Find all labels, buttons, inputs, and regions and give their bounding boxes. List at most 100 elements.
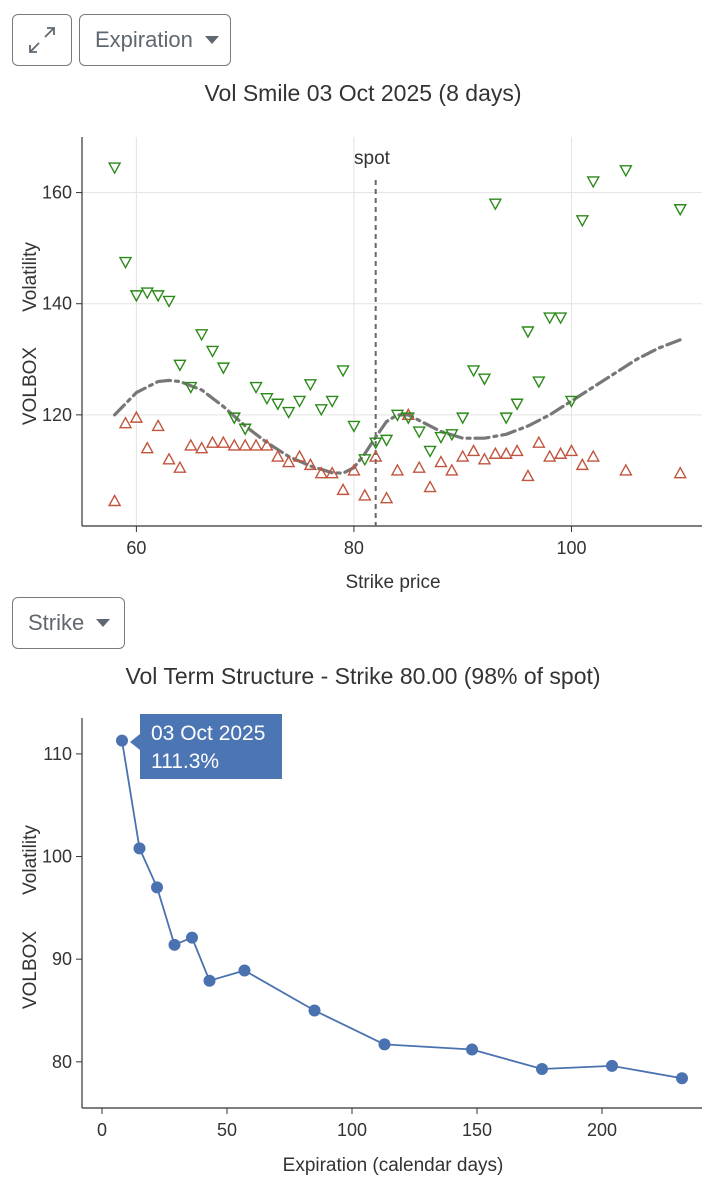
smile-bid-point xyxy=(194,329,209,342)
smile-ask-point xyxy=(466,444,481,457)
term-point xyxy=(151,881,163,894)
smile-bid-point xyxy=(260,392,274,406)
term-point xyxy=(133,842,146,855)
term-y-tick-label: 100 xyxy=(42,847,72,867)
smile-bid-point xyxy=(423,445,437,458)
smile-ask-point xyxy=(292,449,307,462)
term-point xyxy=(606,1059,618,1072)
smile-ask-point xyxy=(553,446,568,459)
smile-bid-point xyxy=(477,373,492,386)
term-y-tick-label: 110 xyxy=(43,744,72,764)
smile-ylabel-left: VOLBOX xyxy=(20,347,41,425)
smile-spot-label: spot xyxy=(354,148,391,169)
smile-ask-point xyxy=(401,407,415,421)
smile-ask-point xyxy=(499,446,513,459)
smile-bid-point xyxy=(379,434,394,447)
smile-bid-point xyxy=(521,326,535,339)
smile-ask-point xyxy=(390,463,405,476)
smile-bid-point xyxy=(281,406,296,420)
smile-bid-point xyxy=(151,290,165,303)
smile-bid-point xyxy=(184,381,198,395)
smile-ask-point xyxy=(325,466,339,479)
smile-bid-point xyxy=(575,215,590,228)
term-y-tick-label: 80 xyxy=(52,1052,72,1072)
smile-bid-point xyxy=(586,176,600,189)
term-point xyxy=(116,734,128,747)
smile-y-tick-label: 160 xyxy=(42,183,72,203)
smile-ask-point xyxy=(423,480,437,493)
smile-ask-point xyxy=(151,419,165,432)
smile-bid-point xyxy=(466,365,481,378)
smile-xlabel: Strike price xyxy=(345,572,440,593)
term-x-tick-label: 50 xyxy=(217,1120,237,1140)
smile-bid-point xyxy=(445,429,459,442)
smile-ask-point xyxy=(532,435,546,448)
smile-ask-point xyxy=(271,449,285,462)
smile-ask-point xyxy=(216,435,231,448)
smile-bid-point xyxy=(303,379,318,392)
term-point xyxy=(466,1043,478,1056)
smile-ask-point xyxy=(140,441,154,454)
expand-button[interactable] xyxy=(12,14,72,66)
smile-ask-point xyxy=(488,446,503,459)
smile-bid-point xyxy=(227,412,241,425)
smile-bid-point xyxy=(107,162,122,175)
term-x-tick-label: 150 xyxy=(462,1120,492,1140)
smile-bid-point xyxy=(456,412,470,425)
smile-bid-point xyxy=(140,287,154,300)
term-point xyxy=(378,1038,391,1051)
smile-bid-point xyxy=(401,412,415,425)
smile-y-tick-label: 140 xyxy=(42,294,72,314)
term-point xyxy=(168,938,181,951)
smile-ask-point xyxy=(184,438,198,451)
smile-x-tick-label: 100 xyxy=(556,538,586,558)
smile-ask-point xyxy=(194,441,209,454)
strike-dropdown[interactable]: Strike xyxy=(12,597,125,649)
smile-bid-point xyxy=(553,312,568,325)
smile-ylabel-right: Volatility xyxy=(20,242,41,312)
smile-bid-point xyxy=(673,204,687,217)
smile-chart: 60 80 100 120 140 160 spot Strike price VOLBO… xyxy=(20,137,702,593)
smile-bid-point xyxy=(619,165,633,178)
smile-x-tick-label: 80 xyxy=(344,538,364,558)
tooltip-value: 111.3% xyxy=(151,750,220,773)
smile-ask-point xyxy=(477,452,492,465)
smile-bid-point xyxy=(499,412,513,425)
smile-bid-point xyxy=(271,398,285,411)
smile-bid-point xyxy=(434,431,448,445)
expand-arrows-icon xyxy=(29,27,55,53)
strike-dropdown-label: Strike xyxy=(28,610,85,635)
smile-ask-point xyxy=(510,444,524,457)
expiration-dropdown[interactable]: Expiration xyxy=(79,14,231,66)
smile-ask-point xyxy=(575,457,590,471)
smile-ask-point xyxy=(336,482,350,496)
term-ylabel-left: VOLBOX xyxy=(20,931,41,1009)
smile-x-tick-label: 60 xyxy=(126,538,146,558)
smile-ask-point xyxy=(238,438,252,451)
caret-down-icon xyxy=(96,619,111,627)
smile-ask-point xyxy=(445,463,459,476)
caret-down-icon xyxy=(204,36,219,44)
smile-ask-point xyxy=(303,457,318,471)
term-tooltip: 03 Oct 2025 111.3% xyxy=(130,714,282,779)
term-ylabel-right: Volatility xyxy=(20,825,41,895)
smile-ask-point xyxy=(379,491,394,504)
smile-bid-point xyxy=(412,426,426,439)
term-xlabel: Expiration (calendar days) xyxy=(283,1155,504,1176)
term-x-tick-label: 100 xyxy=(337,1120,367,1140)
smile-bid-point xyxy=(238,423,252,436)
term-chart-title: Vol Term Structure - Strike 80.00 (98% o… xyxy=(125,663,601,689)
smile-chart-title: Vol Smile 03 Oct 2025 (8 days) xyxy=(204,80,522,106)
smile-y-tick-label: 120 xyxy=(42,405,72,425)
smile-bid-point xyxy=(543,312,557,325)
smile-ask-point xyxy=(162,452,176,465)
smile-ask-point xyxy=(107,494,122,507)
smile-bid-point xyxy=(358,454,372,467)
term-chart: 0 50 100 150 200 80 90 100 110 Expiration (calen… xyxy=(20,718,702,1176)
smile-ask-point xyxy=(358,488,372,501)
smile-bid-point xyxy=(564,395,579,408)
smile-ask-point xyxy=(260,438,274,451)
smile-ask-point xyxy=(314,466,328,479)
term-point xyxy=(238,964,251,977)
smile-bid-point xyxy=(488,198,503,211)
